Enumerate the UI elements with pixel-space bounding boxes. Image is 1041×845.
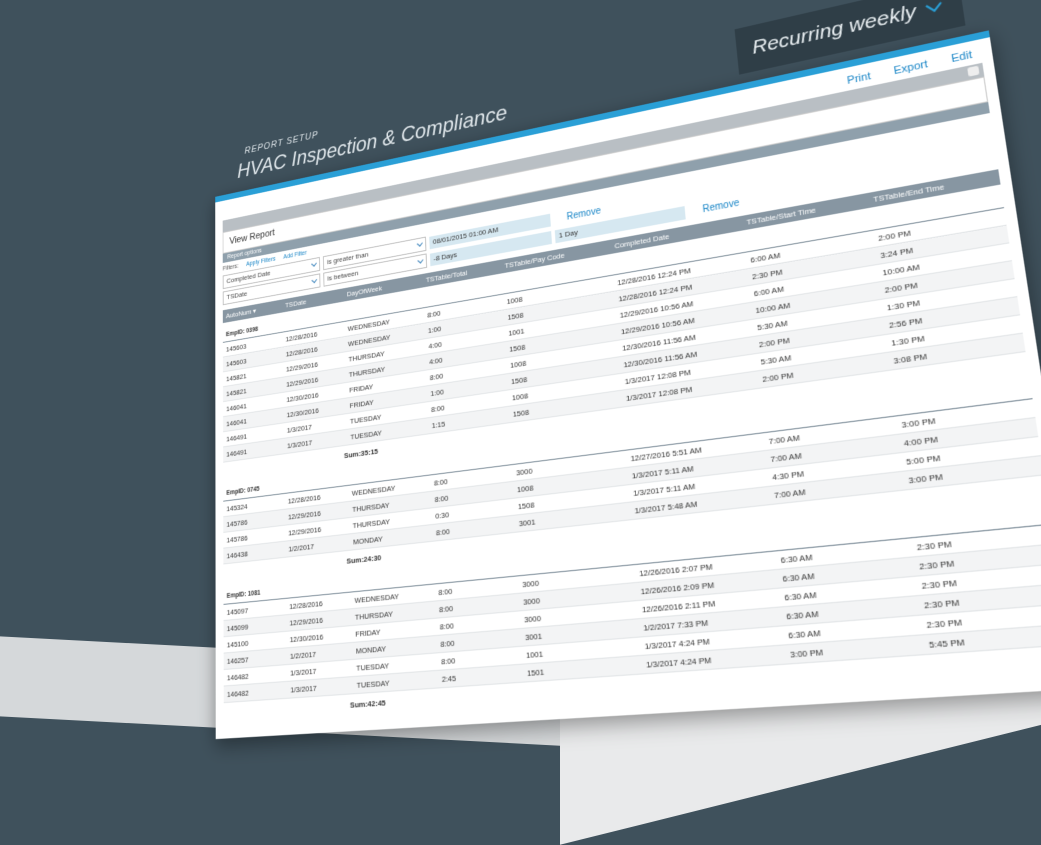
action-link[interactable]: Print	[846, 70, 872, 87]
report-setup: REPORT SETUP HVAC Inspection & Complianc…	[215, 0, 1041, 740]
search-icon[interactable]	[967, 65, 980, 77]
remove-link[interactable]: Remove	[566, 205, 602, 223]
chevron	[925, 1, 943, 14]
action-link[interactable]: Edit	[950, 49, 973, 66]
add-filter[interactable]: Add Filter	[283, 250, 307, 261]
schedule: Recurring weekly	[751, 0, 918, 59]
remove-link[interactable]: Remove	[702, 197, 740, 215]
page: REPORT SETUP HVAC Inspection & Complianc…	[0, 0, 1041, 694]
filters-label: Filters:	[222, 263, 239, 273]
